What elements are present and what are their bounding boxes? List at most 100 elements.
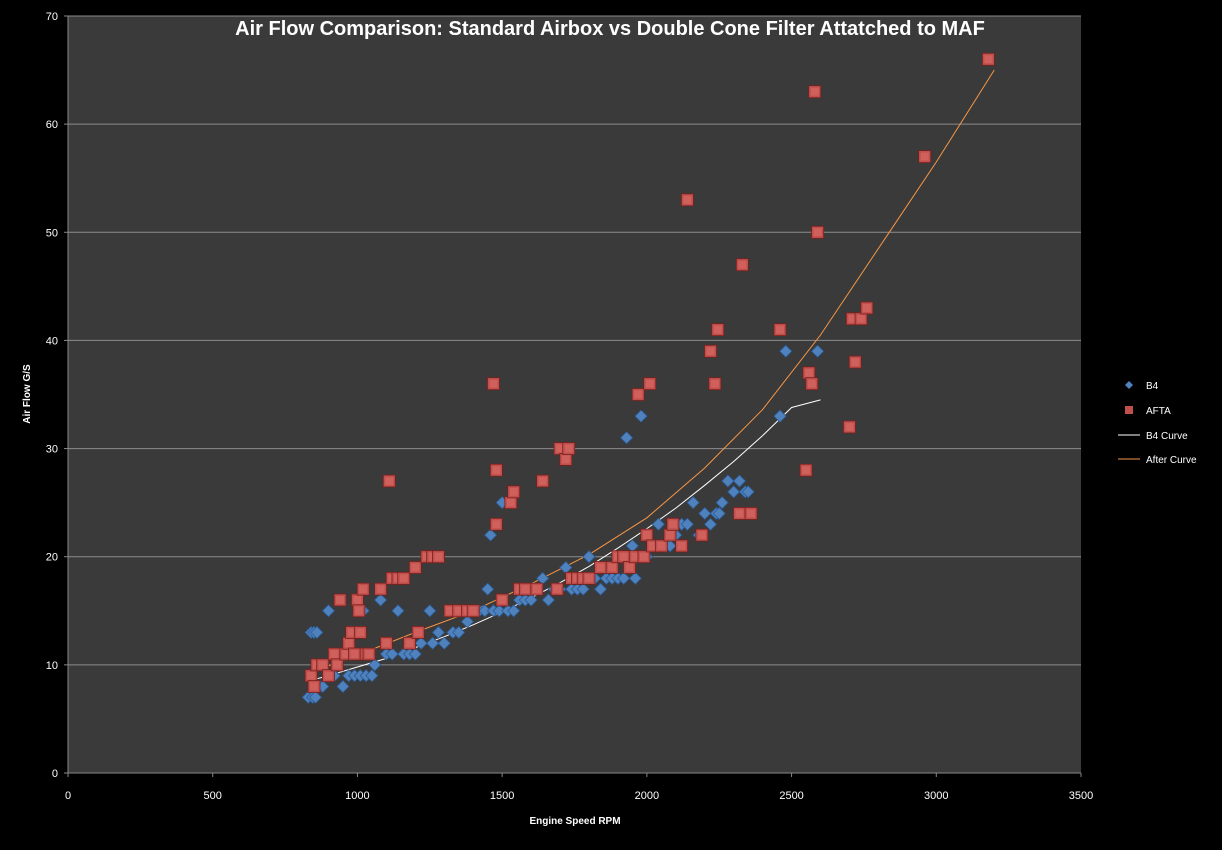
afta-point — [411, 626, 425, 639]
afta-point — [562, 442, 576, 455]
afta-point-highlight — [344, 639, 353, 648]
legend-b4-label: B4 — [1146, 381, 1159, 392]
b4-point — [715, 496, 729, 510]
afta-point-highlight — [857, 314, 866, 323]
legend-afta-label: AFTA — [1146, 406, 1171, 417]
afta-point — [403, 636, 416, 650]
chart-title: Air Flow Comparison: Standard Airbox vs … — [235, 18, 985, 40]
afta-point — [322, 669, 335, 683]
afta-point-highlight — [738, 260, 747, 269]
afta-point — [518, 582, 532, 596]
afta-point-highlight — [356, 628, 365, 637]
afta-point — [536, 474, 550, 488]
afta-point-highlight — [324, 671, 333, 680]
b4-point — [593, 582, 608, 596]
afta-point-highlight — [845, 422, 854, 431]
afta-point-highlight — [411, 563, 420, 572]
afta-point — [733, 507, 746, 520]
afta-point — [374, 582, 387, 596]
b4-point — [617, 571, 631, 585]
x-axis-ticks: 0 500 1000 1500 2000 2500 3000 3500 — [65, 773, 1093, 802]
afta-point-highlight — [775, 325, 784, 334]
afta-point-highlight — [506, 498, 515, 507]
y-tick-label: 30 — [46, 444, 58, 456]
afta-point — [680, 193, 694, 207]
afta-point-highlight — [336, 595, 345, 604]
afta-point-highlight — [354, 606, 363, 615]
b4-point — [721, 474, 735, 488]
afta-point — [307, 680, 321, 693]
afta-point — [711, 323, 725, 337]
legend-b4-swatch — [1125, 381, 1133, 389]
afta-point — [353, 626, 367, 639]
afta-point-highlight — [561, 455, 570, 464]
afta-point — [487, 377, 500, 391]
y-tick-label: 0 — [52, 768, 58, 780]
afta-point-highlight — [538, 477, 547, 486]
afta-point — [559, 452, 573, 466]
afta-point — [860, 301, 874, 315]
afta-point-highlight — [350, 650, 359, 659]
plot-area — [68, 16, 1081, 773]
afta-point-highlight — [677, 541, 686, 550]
b4-point — [541, 593, 556, 607]
b4-point — [811, 344, 825, 358]
afta-point — [918, 150, 932, 163]
afta-point-highlight — [920, 152, 929, 161]
legend-b4-curve-label: B4 Curve — [1146, 431, 1188, 442]
afta-point-highlight — [359, 585, 368, 594]
afta-point — [304, 669, 318, 683]
b4-point — [431, 625, 446, 639]
afta-point — [643, 377, 657, 391]
legend-b4-curve: B4 Curve — [1118, 431, 1188, 442]
afta-point-highlight — [365, 650, 374, 659]
afta-point — [695, 528, 709, 542]
afta-point-highlight — [307, 671, 316, 680]
afta-point-highlight — [564, 444, 573, 453]
b4-point — [773, 409, 787, 423]
afta-point-highlight — [553, 585, 562, 594]
afta-point-highlight — [710, 379, 719, 388]
afta-point-highlight — [802, 466, 811, 475]
b4-point — [391, 604, 405, 618]
afta-point-highlight — [984, 55, 993, 64]
b4-point — [385, 647, 399, 661]
b4-point — [426, 636, 440, 650]
legend-afta-swatch — [1125, 406, 1133, 414]
y-axis-label: Air Flow G/S — [22, 364, 33, 424]
afta-point — [489, 463, 503, 477]
data-points — [301, 52, 995, 704]
afta-point — [382, 474, 396, 488]
afta-point-highlight — [706, 347, 715, 356]
b4-point — [686, 496, 700, 510]
b4-point — [651, 517, 665, 531]
afta-point — [708, 377, 722, 391]
afta-point — [735, 258, 749, 272]
afta-point — [654, 539, 668, 553]
afta-point — [663, 528, 677, 542]
y-tick-label: 10 — [46, 660, 58, 672]
b4-point — [582, 550, 596, 564]
afta-point-highlight — [666, 531, 675, 540]
afta-point — [802, 366, 816, 380]
afta-point-highlight — [347, 628, 356, 637]
x-tick-label: 2500 — [779, 790, 803, 802]
afta-point-highlight — [434, 552, 443, 561]
legend-afta: AFTA — [1125, 406, 1171, 417]
afta-point-highlight — [848, 314, 857, 323]
afta-point — [327, 647, 341, 661]
afta-point — [504, 496, 518, 510]
afta-point — [316, 658, 330, 672]
afta-point — [848, 355, 862, 369]
x-axis-label: Engine Speed RPM — [529, 816, 620, 827]
b4-point — [478, 604, 492, 618]
afta-point — [489, 517, 503, 531]
afta-point-highlight — [645, 379, 654, 388]
b4-point — [437, 636, 451, 650]
afta-point-highlight — [862, 303, 871, 312]
afta-point-highlight — [813, 228, 822, 237]
afta-point-highlight — [810, 87, 819, 96]
b4-point — [336, 679, 350, 694]
b4-point — [368, 658, 382, 672]
